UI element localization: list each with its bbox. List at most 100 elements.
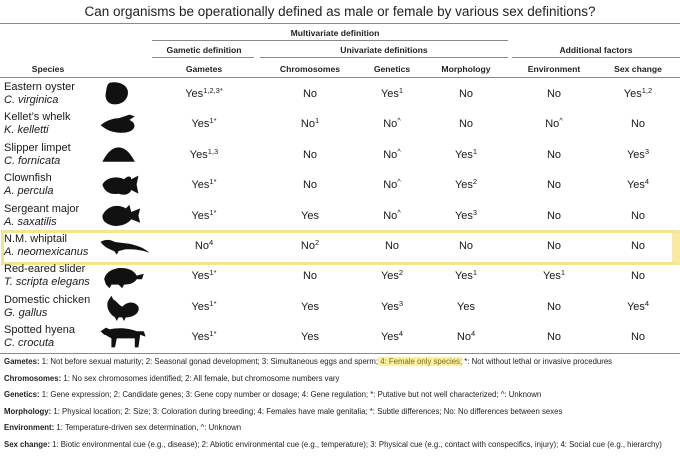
species-scientific-name: T. scripta elegans <box>4 276 90 289</box>
species-name: N.M. whiptail A. neomexicanus <box>4 233 88 259</box>
footnote-marker: 2 <box>472 177 478 187</box>
footnote-marker: 1 <box>314 116 320 126</box>
footnote-marker: 1* <box>209 207 217 217</box>
species-common-name: Domestic chicken <box>4 293 91 306</box>
table-row: Domestic chicken G. gallus Yes1* Yes Yes3 Yes… <box>0 292 680 323</box>
cell-sex-change: No <box>630 209 646 222</box>
footnote-marker: 1* <box>209 116 217 126</box>
cell-genetics: Yes1 <box>380 86 404 100</box>
cell-genetics: Yes2 <box>380 268 404 283</box>
cell-gametes: Yes1* <box>191 298 217 313</box>
table-row: Eastern oyster C. virginica Yes1,2,3* No Yes… <box>0 79 680 110</box>
species-common-name: Spotted hyena <box>4 324 75 337</box>
turtle-silhouette-icon <box>104 268 144 289</box>
footnote-marker: 1,2,3* <box>203 86 223 95</box>
cell-chromosomes: No <box>302 148 318 161</box>
species-name: Eastern oyster C. virginica <box>4 81 75 107</box>
cell-sex-change: Yes4 <box>626 177 650 192</box>
header-univariate: Univariate definitions <box>340 45 428 55</box>
cell-gametes: Yes1* <box>191 177 217 192</box>
legend-genetics: Genetics: 1: Gene expression; 2: Candida… <box>4 390 542 399</box>
footnote-marker: ^ <box>397 116 401 126</box>
header-col-sex-change: Sex change <box>614 64 662 74</box>
header-multivariate: Multivariate definition <box>290 28 380 38</box>
footnote-marker: 4 <box>644 298 650 308</box>
multivariate-rule <box>152 40 508 41</box>
footnote-marker: 1* <box>209 268 217 278</box>
cell-genetics: Yes3 <box>380 298 404 313</box>
species-scientific-name: C. virginica <box>4 94 59 106</box>
footnote-marker: 1 <box>472 268 478 278</box>
species-name: Clownfish A. percula <box>4 172 54 198</box>
cell-environment: No <box>546 209 562 222</box>
legend-sex-change: Sex change: 1: Biotic environmental cue … <box>4 439 662 449</box>
cell-gametes: Yes1,2,3* <box>185 86 223 100</box>
species-common-name: Sergeant major <box>4 202 80 215</box>
cell-morphology: Yes <box>457 300 475 313</box>
table-row: Clownfish A. percula Yes1* No No^ Yes2 No Yes4 <box>0 170 680 201</box>
cell-morphology: Yes1 <box>454 268 478 283</box>
footnote-marker: 1* <box>209 177 217 187</box>
cell-genetics: No <box>384 240 400 252</box>
footnote-marker: 1* <box>209 329 217 339</box>
table-row: Red-eared slider T. scripta elegans Yes1* N… <box>0 261 680 292</box>
cell-chromosomes: Yes <box>301 300 319 313</box>
species-scientific-name: A. percula <box>4 185 54 198</box>
cell-gametes: Yes1* <box>191 329 217 344</box>
footnote-marker: ^ <box>397 146 401 156</box>
cell-sex-change: No <box>630 270 646 283</box>
species-scientific-name: A. neomexicanus <box>4 246 89 258</box>
species-common-name: Slipper limpet <box>4 141 71 154</box>
header-gametic: Gametic definition <box>166 45 242 55</box>
additional-rule <box>512 57 680 58</box>
header-additional: Additional factors <box>559 45 633 55</box>
footnote-marker: 4 <box>398 329 404 339</box>
footnote-marker: 2 <box>398 268 404 278</box>
species-name: Domestic chicken G. gallus <box>4 294 90 320</box>
footnote-marker: 1* <box>209 298 217 308</box>
cell-gametes: Yes1,3 <box>189 146 219 161</box>
table-row: Spotted hyena C. crocuta Yes1* Yes Yes4 No4 No… <box>0 322 680 353</box>
cell-gametes: Yes1* <box>191 116 217 131</box>
cell-morphology: Yes3 <box>454 207 478 222</box>
cell-gametes: Yes1* <box>191 268 217 283</box>
header-col-morphology: Morphology <box>441 64 491 74</box>
oyster-silhouette-icon <box>105 82 128 105</box>
footnote-marker: 4 <box>470 329 476 339</box>
whelk-silhouette-icon <box>100 114 135 134</box>
species-common-name: Eastern oyster <box>4 81 75 93</box>
cell-environment: No <box>546 88 562 100</box>
cell-chromosomes: No <box>302 179 318 192</box>
footnote-marker: 1,3 <box>207 146 219 156</box>
footnote-marker: ^ <box>397 207 401 217</box>
cell-sex-change: No <box>630 240 646 252</box>
species-scientific-name: C. fornicata <box>4 154 61 167</box>
cell-morphology: No <box>458 118 474 131</box>
gametic-rule <box>152 57 254 58</box>
species-scientific-name: K. kelletti <box>4 124 49 137</box>
female-only-highlight: 4: Female only species; <box>378 357 463 366</box>
cell-sex-change: No <box>630 118 646 131</box>
sergeant-major-silhouette-icon <box>102 204 141 226</box>
chicken-silhouette-icon <box>107 295 139 321</box>
cell-morphology: Yes1 <box>454 146 478 161</box>
cell-chromosomes: No <box>302 88 318 100</box>
footnote-marker: 2 <box>314 238 320 247</box>
species-scientific-name: A. saxatilis <box>4 215 57 228</box>
table-row: N.M. whiptail A. neomexicanus No4 No2 No No No… <box>0 231 680 262</box>
species-name: Sergeant major A. saxatilis <box>4 203 79 229</box>
table-bottom-rule <box>0 353 680 354</box>
cell-environment: Yes1 <box>542 268 566 283</box>
cell-chromosomes: Yes <box>301 331 319 344</box>
cell-chromosomes: No2 <box>300 238 320 252</box>
footnote-marker: ^ <box>397 177 401 187</box>
cell-sex-change: Yes1,2 <box>623 86 653 100</box>
cell-genetics: No^ <box>383 116 401 131</box>
cell-sex-change: No <box>630 331 646 344</box>
cell-gametes: Yes1* <box>191 207 217 222</box>
footnote-marker: 3 <box>472 207 478 217</box>
hyena-silhouette-icon <box>100 327 146 348</box>
table-row: Slipper limpet C. fornicata Yes1,3 No No^ Yes… <box>0 140 680 171</box>
cell-chromosomes: No <box>302 270 318 283</box>
legend-chromosomes: Chromosomes: 1: No sex chromosomes ident… <box>4 373 340 383</box>
